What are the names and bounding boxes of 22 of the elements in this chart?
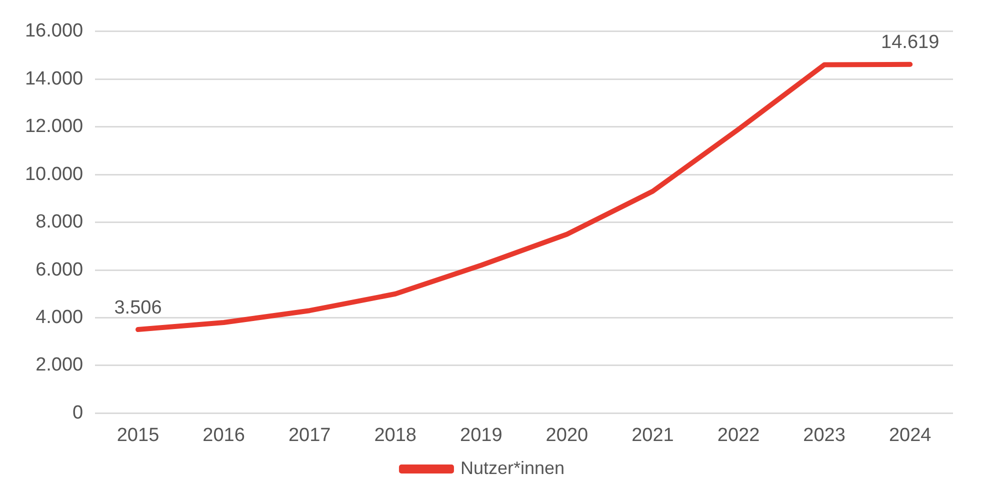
data-label: 3.506 bbox=[114, 297, 162, 318]
x-tick-label: 2024 bbox=[888, 424, 932, 446]
y-tick-label: 14.000 bbox=[24, 68, 84, 90]
y-tick-label: 16.000 bbox=[24, 20, 84, 42]
x-tick-label: 2019 bbox=[460, 424, 502, 446]
x-tick-label: 2018 bbox=[374, 424, 417, 446]
y-tick-label: 12.000 bbox=[24, 116, 84, 138]
y-tick-label: 10.000 bbox=[24, 164, 84, 185]
x-tick-label: 2017 bbox=[288, 424, 331, 446]
y-tick-label: 0 bbox=[72, 402, 84, 424]
x-tick-label: 2016 bbox=[202, 424, 245, 446]
data-label: 14.619 bbox=[881, 32, 940, 54]
x-tick-label: 2015 bbox=[116, 424, 160, 446]
x-tick-label: 2023 bbox=[803, 424, 846, 446]
y-tick-label: 8.000 bbox=[36, 212, 84, 233]
x-tick-label: 2020 bbox=[546, 424, 588, 446]
y-tick-label: 4.000 bbox=[36, 306, 84, 328]
x-tick-label: 2021 bbox=[632, 424, 674, 446]
legend-label: Nutzer*innen bbox=[460, 458, 565, 478]
y-tick-label: 6.000 bbox=[36, 259, 84, 280]
y-tick-label: 2.000 bbox=[36, 354, 84, 376]
x-tick-label: 2022 bbox=[717, 424, 760, 446]
